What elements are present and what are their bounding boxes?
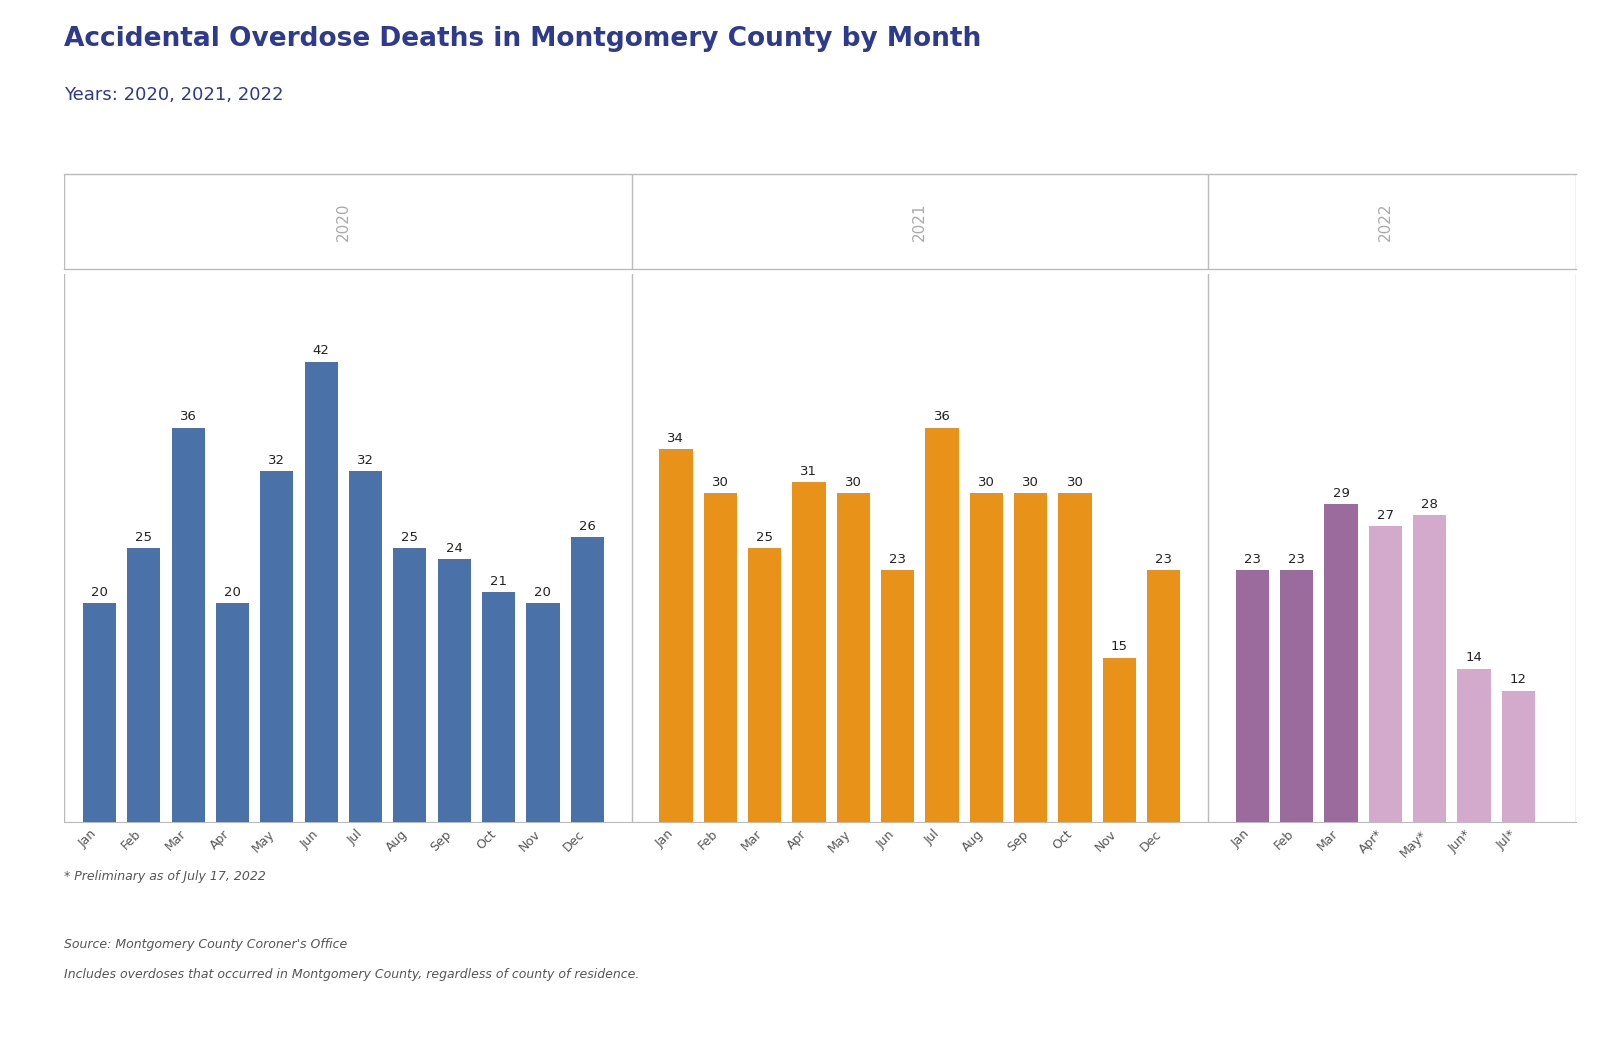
Text: 23: 23 [890, 552, 906, 566]
Text: 42: 42 [312, 345, 330, 357]
Text: 20: 20 [534, 586, 552, 599]
Text: 32: 32 [357, 454, 374, 467]
Text: 25: 25 [402, 531, 418, 544]
Bar [882, 570, 914, 822]
Bar [482, 592, 515, 822]
Text: 23: 23 [1155, 552, 1173, 566]
Text: 15: 15 [1110, 641, 1128, 653]
Bar [1102, 658, 1136, 822]
Bar [1325, 504, 1358, 822]
Text: 29: 29 [1333, 487, 1349, 500]
Bar [1147, 570, 1181, 822]
Bar [704, 493, 738, 822]
Bar [792, 483, 826, 822]
Bar [1413, 515, 1446, 822]
Bar [1280, 570, 1314, 822]
Bar [1058, 493, 1091, 822]
Bar [83, 603, 117, 822]
Bar [747, 548, 781, 822]
Bar [659, 449, 693, 822]
Text: 21: 21 [490, 574, 507, 587]
Text: 24: 24 [446, 542, 462, 554]
Text: 2021: 2021 [912, 202, 928, 240]
Text: 31: 31 [800, 465, 818, 477]
Text: 27: 27 [1378, 509, 1394, 522]
Text: 20: 20 [91, 586, 107, 599]
Bar [1458, 668, 1491, 822]
Bar [126, 548, 160, 822]
Text: Years: 2020, 2021, 2022: Years: 2020, 2021, 2022 [64, 86, 283, 104]
Bar [970, 493, 1003, 822]
Text: * Preliminary as of July 17, 2022: * Preliminary as of July 17, 2022 [64, 870, 266, 882]
Text: 23: 23 [1243, 552, 1261, 566]
Bar [571, 538, 603, 822]
Text: 2022: 2022 [1378, 202, 1394, 240]
Text: 14: 14 [1466, 651, 1483, 664]
Text: 30: 30 [978, 476, 995, 489]
Bar [526, 603, 560, 822]
Text: 26: 26 [579, 520, 595, 532]
Bar [1368, 526, 1402, 822]
Bar [925, 428, 958, 822]
Text: 34: 34 [667, 432, 685, 445]
Bar [261, 471, 293, 822]
Text: 36: 36 [933, 410, 950, 423]
Text: Includes overdoses that occurred in Montgomery County, regardless of county of r: Includes overdoses that occurred in Mont… [64, 968, 640, 980]
Text: 20: 20 [224, 586, 242, 599]
Bar [349, 471, 382, 822]
Text: 30: 30 [1022, 476, 1038, 489]
Bar [1014, 493, 1048, 822]
Text: 32: 32 [269, 454, 285, 467]
Text: Source: Montgomery County Coroner's Office: Source: Montgomery County Coroner's Offi… [64, 938, 347, 951]
Text: 30: 30 [845, 476, 862, 489]
Text: 12: 12 [1510, 674, 1526, 686]
Text: Accidental Overdose Deaths in Montgomery County by Month: Accidental Overdose Deaths in Montgomery… [64, 26, 981, 53]
Text: 28: 28 [1421, 497, 1438, 511]
Text: 30: 30 [712, 476, 728, 489]
Text: 30: 30 [1067, 476, 1083, 489]
Text: 2020: 2020 [336, 202, 350, 240]
Text: 23: 23 [1288, 552, 1306, 566]
Bar [437, 559, 470, 822]
Bar [1502, 690, 1534, 822]
Text: 36: 36 [179, 410, 197, 423]
Bar [304, 362, 338, 822]
Text: 25: 25 [136, 531, 152, 544]
Bar [171, 428, 205, 822]
Bar [1235, 570, 1269, 822]
Bar [394, 548, 427, 822]
Bar [837, 493, 870, 822]
Text: 25: 25 [757, 531, 773, 544]
Bar [216, 603, 250, 822]
